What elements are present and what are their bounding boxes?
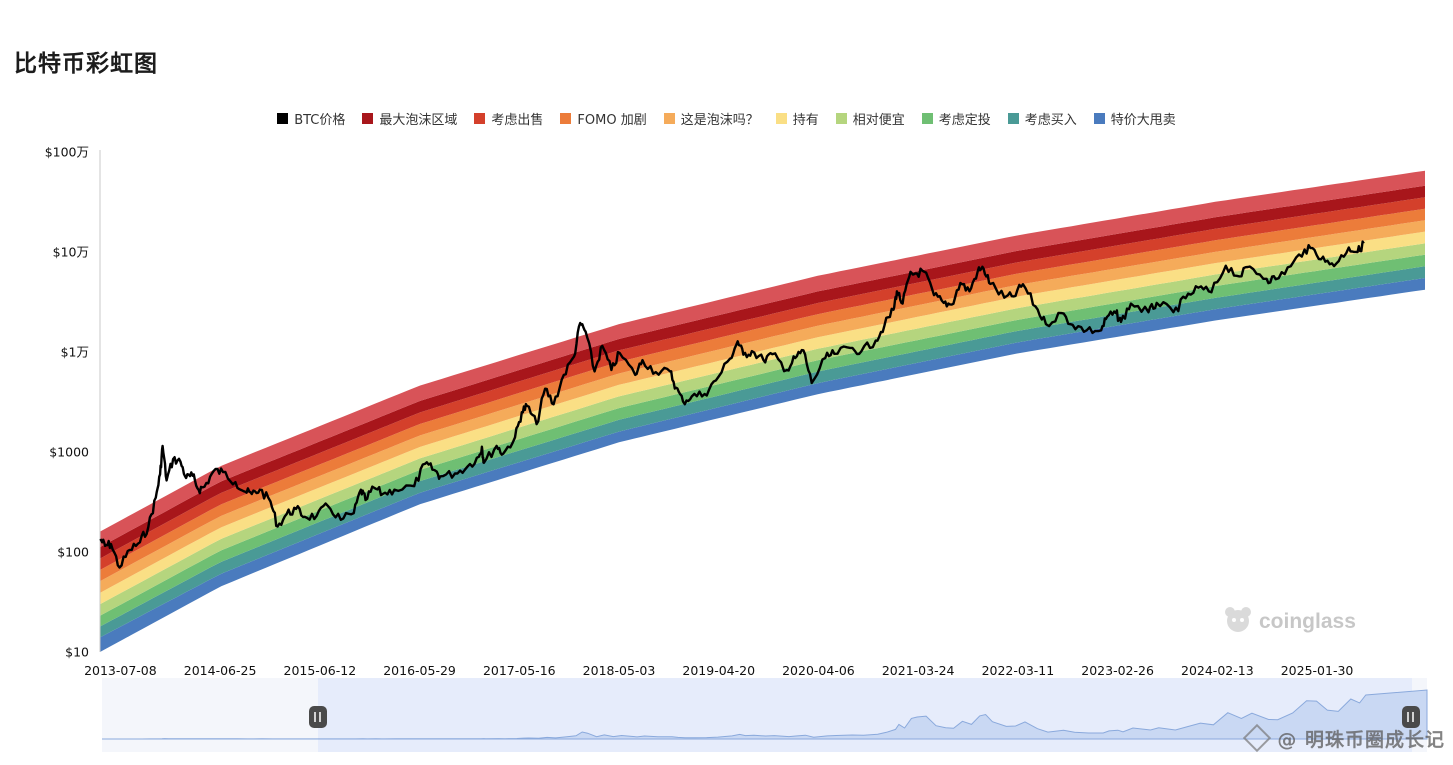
- x-tick-label: 2023-02-26: [1081, 663, 1154, 678]
- y-axis: $10 $100 $1000 $1万 $10万 $100万: [45, 145, 89, 660]
- coinglass-logo-text: coinglass: [1259, 610, 1356, 633]
- legend-label: BTC价格: [294, 112, 346, 128]
- y-tick-label: $10万: [53, 245, 89, 260]
- rainbow-bands: [100, 170, 1425, 652]
- x-tick-label: 2014-06-25: [184, 663, 257, 678]
- coinglass-mascot-icon: [1225, 607, 1251, 632]
- legend-label: 特价大甩卖: [1110, 112, 1176, 128]
- page-title: 比特币彩虹图: [14, 51, 158, 77]
- legend-item[interactable]: FOMO 加剧: [560, 109, 647, 128]
- legend-swatch: [362, 112, 374, 124]
- legend-item[interactable]: 考虑买入: [1007, 109, 1077, 128]
- legend-swatch: [1093, 112, 1105, 124]
- legend-label: 考虑出售: [491, 112, 544, 128]
- legend-swatch: [474, 112, 486, 124]
- legend-label: 考虑定投: [938, 112, 991, 128]
- legend-item[interactable]: 考虑定投: [921, 109, 991, 128]
- legend-item[interactable]: 这是泡沫吗？: [663, 109, 759, 128]
- y-tick-label: $10: [65, 645, 89, 660]
- footer-watermark-text: @ 明珠币圈成长记: [1277, 729, 1445, 751]
- legend-swatch: [775, 112, 787, 124]
- range-slider[interactable]: [102, 678, 1428, 752]
- legend-item[interactable]: 相对便宜: [835, 109, 905, 128]
- x-tick-label: 2019-04-20: [682, 663, 755, 678]
- y-tick-label: $1000: [49, 445, 89, 460]
- x-tick-label: 2016-05-29: [383, 663, 456, 678]
- x-tick-label: 2024-02-13: [1181, 663, 1254, 678]
- legend-item[interactable]: BTC价格: [277, 109, 345, 128]
- coinglass-logo: coinglass: [1225, 607, 1356, 633]
- x-axis: 2013-07-08 2014-06-25 2015-06-12 2016-05-29…: [84, 663, 1353, 678]
- x-tick-label: 2021-03-24: [882, 663, 955, 678]
- x-tick-label: 2020-04-06: [782, 663, 855, 678]
- legend-label: 最大泡沫区域: [379, 112, 458, 128]
- btc-price-line: [99, 240, 1365, 569]
- legend-item[interactable]: 持有: [775, 109, 819, 128]
- x-tick-label: 2018-05-03: [583, 663, 656, 678]
- diamond-logo-icon: [1243, 723, 1272, 753]
- slider-left-handle[interactable]: [309, 706, 327, 728]
- footer-watermark: @ 明珠币圈成长记: [1243, 723, 1445, 753]
- legend-item[interactable]: 最大泡沫区域: [362, 109, 457, 128]
- slider-right-handle[interactable]: [1402, 706, 1420, 728]
- legend-label: 这是泡沫吗？: [680, 112, 759, 128]
- x-tick-label: 2015-06-12: [284, 663, 357, 678]
- x-tick-label: 2017-05-16: [483, 663, 556, 678]
- y-tick-label: $1万: [61, 345, 89, 360]
- y-tick-label: $100万: [45, 145, 89, 160]
- legend-swatch: [560, 112, 572, 124]
- legend: BTC价格 最大泡沫区域 考虑出售 FOMO 加剧 这是泡沫吗？ 持有 相对便宜 考虑定投 考虑…: [0, 107, 1453, 129]
- legend-swatch: [1007, 112, 1019, 124]
- legend-swatch: [663, 112, 675, 124]
- legend-swatch: [835, 112, 847, 124]
- x-tick-label: 2013-07-08: [84, 663, 157, 678]
- legend-label: 相对便宜: [852, 112, 905, 128]
- x-tick-label: 2025-01-30: [1281, 663, 1354, 678]
- legend-item[interactable]: 考虑出售: [474, 109, 543, 128]
- legend-label: 持有: [792, 112, 819, 128]
- x-tick-label: 2022-03-11: [982, 663, 1055, 678]
- y-tick-label: $100: [57, 545, 89, 560]
- legend-swatch: [921, 112, 933, 124]
- legend-item[interactable]: 特价大甩卖: [1093, 109, 1176, 128]
- legend-swatch: [277, 112, 289, 124]
- legend-label: 考虑买入: [1024, 112, 1077, 128]
- legend-label: FOMO 加剧: [577, 112, 647, 128]
